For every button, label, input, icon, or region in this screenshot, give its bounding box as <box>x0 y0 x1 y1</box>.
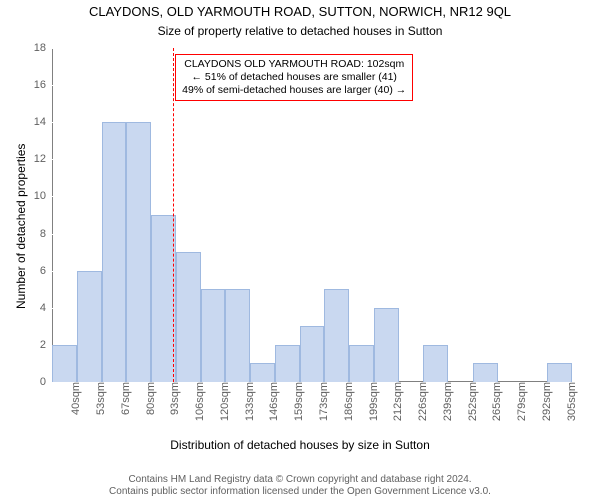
histogram-bar <box>151 215 176 382</box>
ytick-label: 16 <box>34 79 52 91</box>
xtick-label: 80sqm <box>143 382 157 415</box>
reference-line <box>173 48 174 382</box>
xtick-label: 252sqm <box>465 382 479 421</box>
histogram-bar <box>324 289 349 382</box>
ytick-label: 14 <box>34 116 52 128</box>
histogram-bar <box>201 289 226 382</box>
xtick-label: 146sqm <box>266 382 280 421</box>
xtick-label: 67sqm <box>118 382 132 415</box>
ytick-label: 12 <box>34 153 52 165</box>
chart-title-sub: Size of property relative to detached ho… <box>0 24 600 38</box>
histogram-bar <box>473 363 498 382</box>
histogram-bar <box>349 345 374 382</box>
y-axis-line <box>52 48 53 382</box>
footer-line1: Contains HM Land Registry data © Crown c… <box>0 474 600 486</box>
histogram-bar <box>225 289 250 382</box>
xtick-label: 226sqm <box>415 382 429 421</box>
histogram-bar <box>300 326 325 382</box>
histogram-bar <box>52 345 77 382</box>
xtick-label: 279sqm <box>514 382 528 421</box>
xtick-label: 305sqm <box>564 382 578 421</box>
annotation-box: CLAYDONS OLD YARMOUTH ROAD: 102sqm ← 51%… <box>175 54 413 101</box>
ytick-label: 8 <box>40 228 52 240</box>
histogram-bar <box>423 345 448 382</box>
xtick-label: 173sqm <box>316 382 330 421</box>
annotation-line2: ← 51% of detached houses are smaller (41… <box>182 71 406 84</box>
chart-title-main: CLAYDONS, OLD YARMOUTH ROAD, SUTTON, NOR… <box>0 4 600 19</box>
y-axis-label: Number of detached properties <box>14 143 28 308</box>
histogram-bar <box>547 363 572 382</box>
ytick-label: 0 <box>40 376 52 388</box>
plot-area: 02468101214161840sqm53sqm67sqm80sqm93sqm… <box>52 48 572 382</box>
histogram-bar <box>250 363 275 382</box>
histogram-bar <box>275 345 300 382</box>
histogram-bar <box>102 122 127 382</box>
chart-container: CLAYDONS, OLD YARMOUTH ROAD, SUTTON, NOR… <box>0 0 600 500</box>
ytick-label: 10 <box>34 190 52 202</box>
xtick-label: 133sqm <box>242 382 256 421</box>
xtick-label: 265sqm <box>489 382 503 421</box>
xtick-label: 159sqm <box>291 382 305 421</box>
footer-attribution: Contains HM Land Registry data © Crown c… <box>0 474 600 498</box>
ytick-label: 18 <box>34 42 52 54</box>
gridline <box>52 48 572 49</box>
histogram-bar <box>374 308 399 382</box>
annotation-line1: CLAYDONS OLD YARMOUTH ROAD: 102sqm <box>182 58 406 71</box>
xtick-label: 199sqm <box>366 382 380 421</box>
xtick-label: 106sqm <box>192 382 206 421</box>
ytick-label: 6 <box>40 265 52 277</box>
histogram-bar <box>176 252 201 382</box>
xtick-label: 40sqm <box>68 382 82 415</box>
footer-line2: Contains public sector information licen… <box>0 486 600 498</box>
xtick-label: 239sqm <box>440 382 454 421</box>
xtick-label: 53sqm <box>93 382 107 415</box>
xtick-label: 186sqm <box>341 382 355 421</box>
xtick-label: 120sqm <box>217 382 231 421</box>
xtick-label: 292sqm <box>539 382 553 421</box>
annotation-line3: 49% of semi-detached houses are larger (… <box>182 84 406 97</box>
x-axis-label: Distribution of detached houses by size … <box>0 438 600 452</box>
xtick-label: 212sqm <box>390 382 404 421</box>
histogram-bar <box>77 271 102 382</box>
ytick-label: 2 <box>40 339 52 351</box>
histogram-bar <box>126 122 151 382</box>
xtick-label: 93sqm <box>167 382 181 415</box>
ytick-label: 4 <box>40 302 52 314</box>
